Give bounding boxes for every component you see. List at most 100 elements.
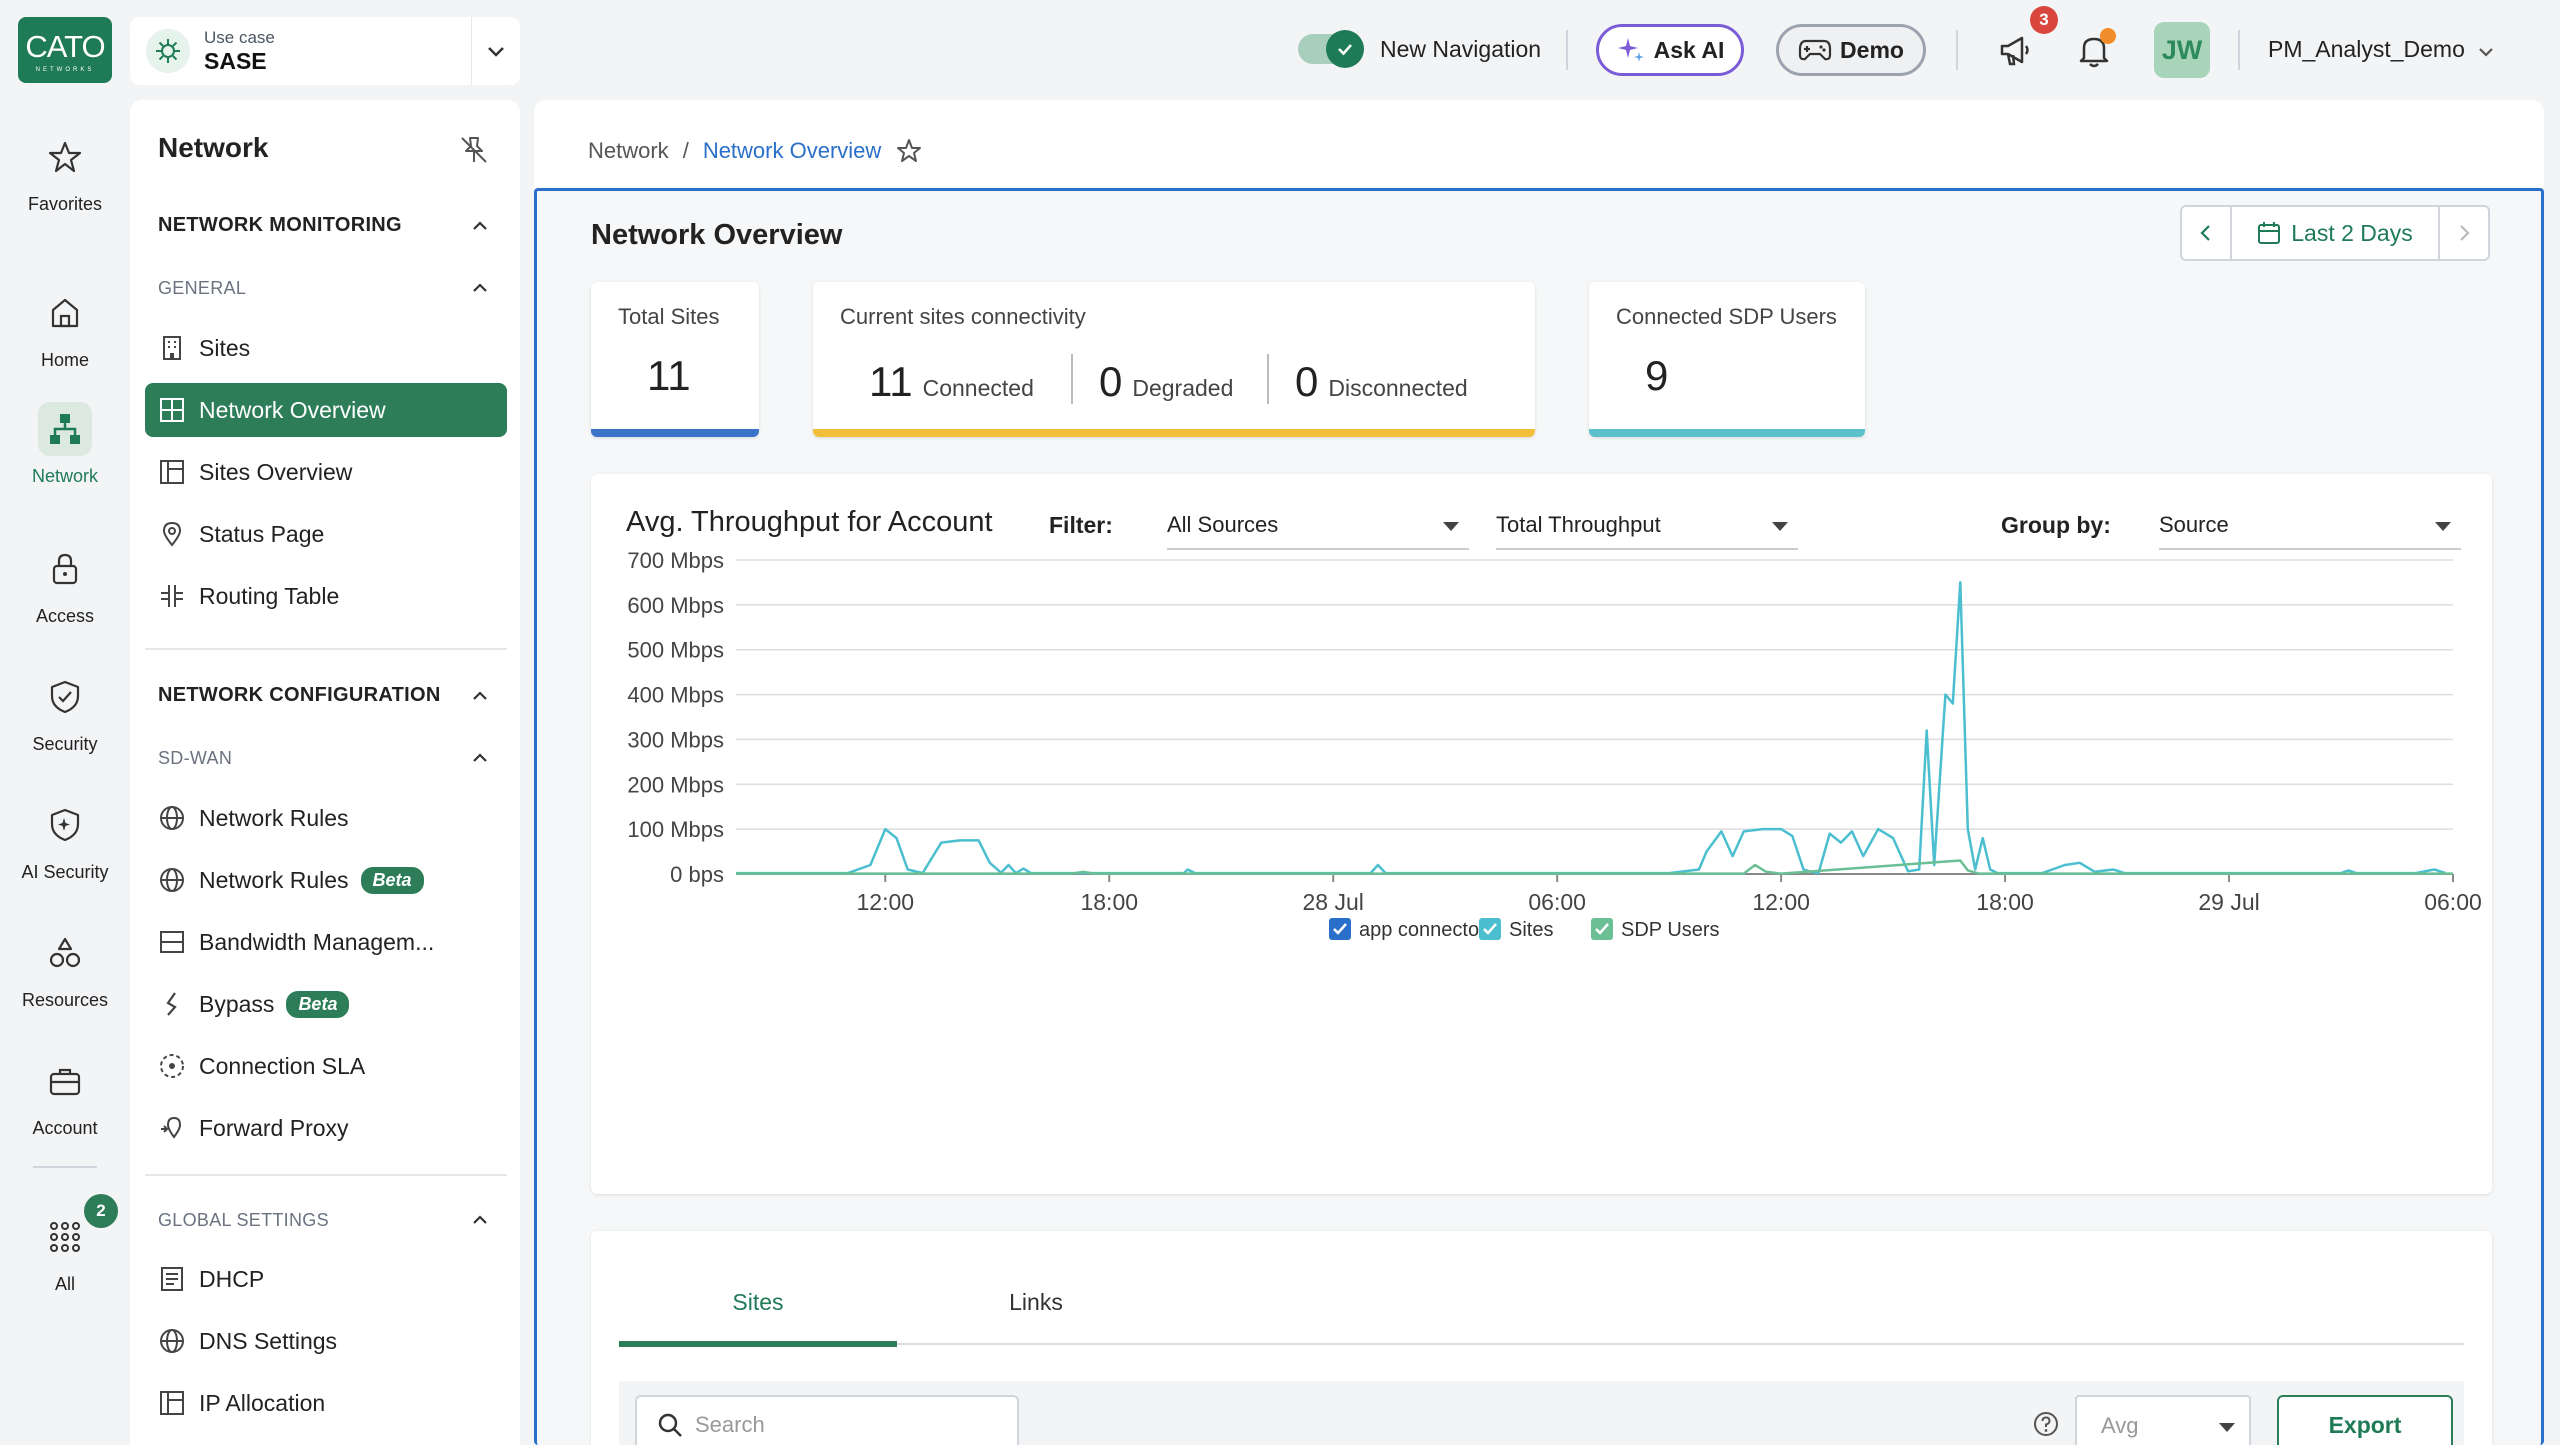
legend-label[interactable]: Sites	[1509, 919, 1553, 941]
throughput-chart[interactable]: 0 bps 100 Mbps 200 Mbps 300 Mbps 400 Mbps 500…	[591, 544, 2492, 1144]
tab-links[interactable]: Links	[1009, 1289, 1063, 1315]
global-settings-heading[interactable]: GLOBAL SETTINGS	[158, 1210, 329, 1230]
rail-item-all[interactable]: All	[0, 1210, 130, 1295]
unpin-icon[interactable]	[458, 134, 490, 166]
grid-icon	[38, 1210, 92, 1264]
chevron-right-icon[interactable]	[2440, 207, 2488, 259]
chevron-left-icon[interactable]	[2182, 207, 2230, 259]
routing-icon	[159, 583, 185, 609]
sidebar-item-ip-allocation[interactable]: IP Allocation	[145, 1376, 507, 1430]
sidebar-item-routing-table[interactable]: Routing Table	[145, 569, 507, 623]
sidebar-item-dhcp[interactable]: DHCP	[145, 1252, 507, 1306]
sidebar-item-label: Network Overview	[199, 396, 386, 423]
all-badge: 2	[84, 1194, 118, 1228]
chevron-up-icon[interactable]	[470, 278, 490, 298]
sidebar-item-sites-overview[interactable]: Sites Overview	[145, 445, 507, 499]
source-filter-select[interactable]: All Sources	[1167, 504, 1469, 550]
sidebar: Network NETWORK MONITORING GENERAL Sites…	[130, 100, 520, 1445]
bell-icon[interactable]	[2074, 30, 2114, 70]
sdp-users-value: 9	[1645, 352, 1669, 399]
legend-label[interactable]: app connector	[1359, 919, 1486, 941]
network-configuration-heading[interactable]: NETWORK CONFIGURATION	[158, 684, 441, 706]
username[interactable]: PM_Analyst_Demo	[2268, 36, 2465, 62]
sidebar-item-bypass[interactable]: Bypass Beta	[145, 977, 507, 1031]
sidebar-item-network-rules[interactable]: Network Rules	[145, 791, 507, 845]
y-tick-label: 400 Mbps	[627, 683, 724, 708]
rail-label: Home	[40, 350, 89, 370]
sidebar-item-network-rules-beta[interactable]: Network Rules Beta	[145, 853, 507, 907]
rail-item-home[interactable]: Home	[0, 286, 130, 371]
chevron-up-icon[interactable]	[470, 686, 490, 706]
bandwidth-icon	[159, 929, 185, 955]
search-placeholder: Search	[695, 1412, 765, 1437]
aggregate-select[interactable]: Avg	[2075, 1395, 2251, 1445]
rail-item-favorites[interactable]: Favorites	[0, 130, 130, 215]
sidebar-item-label: Network Rules	[199, 804, 349, 831]
export-button[interactable]: Export	[2277, 1395, 2453, 1445]
rail-item-account[interactable]: Account	[0, 1054, 130, 1139]
disconnected-value: 0	[1295, 358, 1319, 405]
search-input[interactable]: Search	[635, 1395, 1019, 1445]
ask-ai-button[interactable]: Ask AI	[1596, 24, 1744, 76]
sidebar-item-bandwidth-management[interactable]: Bandwidth Managem...	[145, 915, 507, 969]
rail-item-access[interactable]: Access	[0, 542, 130, 627]
total-sites-card[interactable]: Total Sites 11	[591, 282, 759, 437]
sites-links-card: Sites Links Search Avg Export	[591, 1231, 2492, 1445]
ai-shield-icon	[38, 798, 92, 852]
check-icon	[1483, 923, 1497, 935]
demo-button[interactable]: Demo	[1776, 24, 1926, 76]
star-icon[interactable]	[895, 137, 923, 165]
general-heading[interactable]: GENERAL	[158, 278, 247, 298]
rail-item-network[interactable]: Network	[0, 402, 130, 487]
connectivity-card[interactable]: Current sites connectivity 11 Connected …	[813, 282, 1535, 437]
chevron-up-icon[interactable]	[470, 1210, 490, 1230]
sidebar-item-network-overview[interactable]: Network Overview	[145, 383, 507, 437]
breadcrumb-parent[interactable]: Network	[588, 138, 669, 163]
sidebar-item-sites[interactable]: Sites	[145, 321, 507, 375]
proxy-icon	[159, 1115, 185, 1141]
cato-logo[interactable]: CATO NETWORKS	[18, 17, 112, 83]
chevron-up-icon[interactable]	[470, 216, 490, 236]
x-tick-label: 28 Jul	[1303, 889, 1364, 915]
check-icon	[1333, 923, 1347, 935]
help-icon[interactable]	[2033, 1411, 2059, 1437]
date-range-picker: Last 2 Days	[2180, 205, 2490, 261]
tab-sites[interactable]: Sites	[732, 1289, 784, 1315]
card-accent-bar	[591, 429, 759, 437]
legend-label[interactable]: SDP Users	[1621, 919, 1720, 941]
sdwan-heading[interactable]: SD-WAN	[158, 748, 233, 768]
sidebar-item-label: Sites Overview	[199, 458, 353, 485]
megaphone-icon[interactable]	[1996, 30, 2036, 70]
sidebar-item-dns-settings[interactable]: DNS Settings	[145, 1314, 507, 1368]
chevron-down-icon[interactable]	[484, 39, 508, 63]
table-layout-icon	[159, 1390, 185, 1416]
date-range-button[interactable]: Last 2 Days	[2230, 207, 2440, 259]
rail-item-ai-security[interactable]: AI Security	[0, 798, 130, 883]
new-navigation-toggle[interactable]	[1298, 30, 1364, 68]
usecase-divider	[471, 17, 472, 85]
usecase-selector[interactable]: Use case SASE	[130, 17, 520, 85]
groupby-select[interactable]: Source	[2159, 504, 2461, 550]
sidebar-item-status-page[interactable]: Status Page	[145, 507, 507, 561]
header-divider	[1956, 30, 1958, 70]
metric-select[interactable]: Total Throughput	[1496, 504, 1798, 550]
ask-ai-label: Ask AI	[1653, 36, 1725, 63]
rail-item-resources[interactable]: Resources	[0, 926, 130, 1011]
announcements-badge: 3	[2030, 6, 2058, 34]
sidebar-item-forward-proxy[interactable]: Forward Proxy	[145, 1101, 507, 1155]
chevron-up-icon[interactable]	[470, 748, 490, 768]
sdp-users-card[interactable]: Connected SDP Users 9	[1589, 282, 1865, 437]
filter-label: Filter:	[1049, 512, 1113, 538]
sidebar-item-label: Bandwidth Managem...	[199, 928, 435, 955]
network-monitoring-heading[interactable]: NETWORK MONITORING	[158, 214, 402, 236]
date-range-label: Last 2 Days	[2291, 219, 2413, 246]
rail-item-security[interactable]: Security	[0, 670, 130, 755]
chevron-down-icon[interactable]	[2476, 42, 2496, 62]
rail-label: All	[54, 1274, 75, 1294]
sidebar-item-connection-sla[interactable]: Connection SLA	[145, 1039, 507, 1093]
avatar[interactable]: JW	[2154, 22, 2210, 78]
notification-dot	[2100, 28, 2116, 44]
page-title: Network Overview	[591, 219, 843, 251]
connected-value: 11	[869, 358, 913, 405]
header-divider	[1566, 30, 1568, 70]
